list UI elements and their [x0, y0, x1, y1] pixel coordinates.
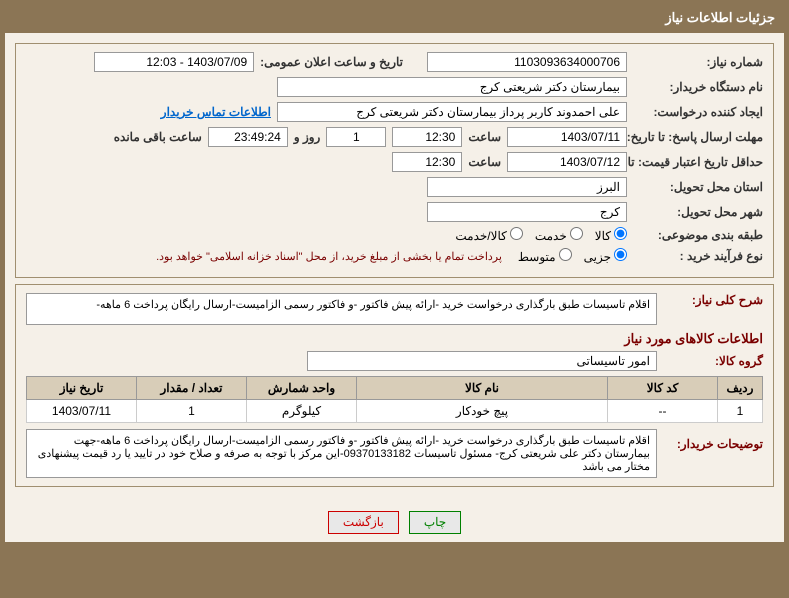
need-desc-label: شرح کلی نیاز:: [663, 293, 763, 307]
radio-partial[interactable]: [614, 248, 627, 261]
th-code: کد کالا: [608, 377, 718, 400]
process-note: پرداخت تمام یا بخشی از مبلغ خرید، از محل…: [156, 250, 502, 263]
row-province: استان محل تحویل: البرز: [26, 177, 763, 197]
goods-section-title: اطلاعات کالاهای مورد نیاز: [26, 331, 763, 347]
back-button[interactable]: بازگشت: [328, 511, 399, 534]
requester-field: علی احمدوند کاربر پرداز بیمارستان دکتر ش…: [277, 102, 627, 122]
button-row: چاپ بازگشت: [5, 503, 784, 542]
td-qty: 1: [137, 400, 247, 423]
buyer-org-field: بیمارستان دکتر شریعتی کرج: [277, 77, 627, 97]
need-number-label: شماره نیاز:: [633, 55, 763, 69]
row-city: شهر محل تحویل: کرج: [26, 202, 763, 222]
radio-both[interactable]: [510, 227, 523, 240]
td-name: پیچ خودکار: [357, 400, 608, 423]
main-panel: شماره نیاز: 1103093634000706 تاریخ و ساع…: [4, 32, 785, 543]
deadline-label: مهلت ارسال پاسخ: تا تاریخ:: [633, 130, 763, 144]
city-field: کرج: [427, 202, 627, 222]
process-radio-group: جزیی متوسط: [518, 248, 627, 264]
requester-label: ایجاد کننده درخواست:: [633, 105, 763, 119]
days-and-label: روز و: [294, 130, 321, 144]
time-label-1: ساعت: [468, 130, 501, 144]
deadline-time-field: 12:30: [392, 127, 462, 147]
row-requester: ایجاد کننده درخواست: علی احمدوند کاربر پ…: [26, 102, 763, 122]
goods-table: ردیف کد کالا نام کالا واحد شمارش تعداد /…: [26, 376, 763, 423]
buyer-notes-row: توضیحات خریدار: اقلام تاسیسات طبق بارگذا…: [26, 429, 763, 478]
remaining-time-field: 23:49:24: [208, 127, 288, 147]
buyer-org-label: نام دستگاه خریدار:: [633, 80, 763, 94]
radio-partial-label[interactable]: جزیی: [584, 248, 627, 264]
radio-medium[interactable]: [559, 248, 572, 261]
goods-group-label: گروه کالا:: [663, 354, 763, 368]
time-label-2: ساعت: [468, 155, 501, 169]
row-deadline: مهلت ارسال پاسخ: تا تاریخ: 1403/07/11 سا…: [26, 127, 763, 147]
page-title: جزئیات اطلاعات نیاز: [665, 10, 775, 25]
category-radio-group: کالا خدمت کالا/خدمت: [455, 227, 627, 243]
row-buyer-org: نام دستگاه خریدار: بیمارستان دکتر شریعتی…: [26, 77, 763, 97]
category-label: طبقه بندی موضوعی:: [633, 228, 763, 242]
td-code: --: [608, 400, 718, 423]
row-goods-group: گروه کالا: امور تاسیساتی: [26, 351, 763, 371]
row-category: طبقه بندی موضوعی: کالا خدمت کالا/خدمت: [26, 227, 763, 243]
radio-service-label[interactable]: خدمت: [535, 227, 583, 243]
radio-both-label[interactable]: کالا/خدمت: [455, 227, 522, 243]
th-name: نام کالا: [357, 377, 608, 400]
row-need-desc: شرح کلی نیاز: اقلام تاسیسات طبق بارگذاری…: [26, 293, 763, 325]
outer-container: جزئیات اطلاعات نیاز شماره نیاز: 11030936…: [0, 0, 789, 598]
row-validity: حداقل تاریخ اعتبار قیمت: تا تاریخ: 1403/…: [26, 152, 763, 172]
validity-date-field: 1403/07/12: [507, 152, 627, 172]
print-button[interactable]: چاپ: [409, 511, 461, 534]
table-header-row: ردیف کد کالا نام کالا واحد شمارش تعداد /…: [27, 377, 763, 400]
city-label: شهر محل تحویل:: [633, 205, 763, 219]
validity-time-field: 12:30: [392, 152, 462, 172]
radio-goods-label[interactable]: کالا: [595, 227, 627, 243]
goods-group-field: امور تاسیساتی: [307, 351, 657, 371]
th-date: تاریخ نیاز: [27, 377, 137, 400]
content-area: شماره نیاز: 1103093634000706 تاریخ و ساع…: [5, 33, 784, 503]
row-need-number: شماره نیاز: 1103093634000706 تاریخ و ساع…: [26, 52, 763, 72]
description-section: شرح کلی نیاز: اقلام تاسیسات طبق بارگذاری…: [15, 284, 774, 487]
radio-medium-label[interactable]: متوسط: [518, 248, 572, 264]
deadline-date-field: 1403/07/11: [507, 127, 627, 147]
contact-link[interactable]: اطلاعات تماس خریدار: [161, 105, 271, 119]
th-unit: واحد شمارش: [247, 377, 357, 400]
radio-service[interactable]: [570, 227, 583, 240]
need-desc-box: اقلام تاسیسات طبق بارگذاری درخواست خرید …: [26, 293, 657, 325]
validity-label: حداقل تاریخ اعتبار قیمت: تا تاریخ:: [633, 155, 763, 169]
radio-goods[interactable]: [614, 227, 627, 240]
td-date: 1403/07/11: [27, 400, 137, 423]
province-label: استان محل تحویل:: [633, 180, 763, 194]
need-number-field: 1103093634000706: [427, 52, 627, 72]
table-row: 1 -- پیچ خودکار کیلوگرم 1 1403/07/11: [27, 400, 763, 423]
announce-date-label: تاریخ و ساعت اعلان عمومی:: [260, 55, 403, 69]
announce-date-field: 1403/07/09 - 12:03: [94, 52, 254, 72]
days-count-field: 1: [326, 127, 386, 147]
province-field: البرز: [427, 177, 627, 197]
header-bar: جزئیات اطلاعات نیاز: [4, 4, 785, 32]
buyer-notes-box: اقلام تاسیسات طبق بارگذاری درخواست خرید …: [26, 429, 657, 478]
td-unit: کیلوگرم: [247, 400, 357, 423]
remaining-label: ساعت باقی مانده: [114, 130, 202, 144]
row-process: نوع فرآیند خرید : جزیی متوسط پرداخت تمام…: [26, 248, 763, 264]
form-section: شماره نیاز: 1103093634000706 تاریخ و ساع…: [15, 43, 774, 278]
th-qty: تعداد / مقدار: [137, 377, 247, 400]
buyer-notes-label: توضیحات خریدار:: [663, 429, 763, 478]
process-label: نوع فرآیند خرید :: [633, 249, 763, 263]
th-row: ردیف: [718, 377, 763, 400]
td-row: 1: [718, 400, 763, 423]
